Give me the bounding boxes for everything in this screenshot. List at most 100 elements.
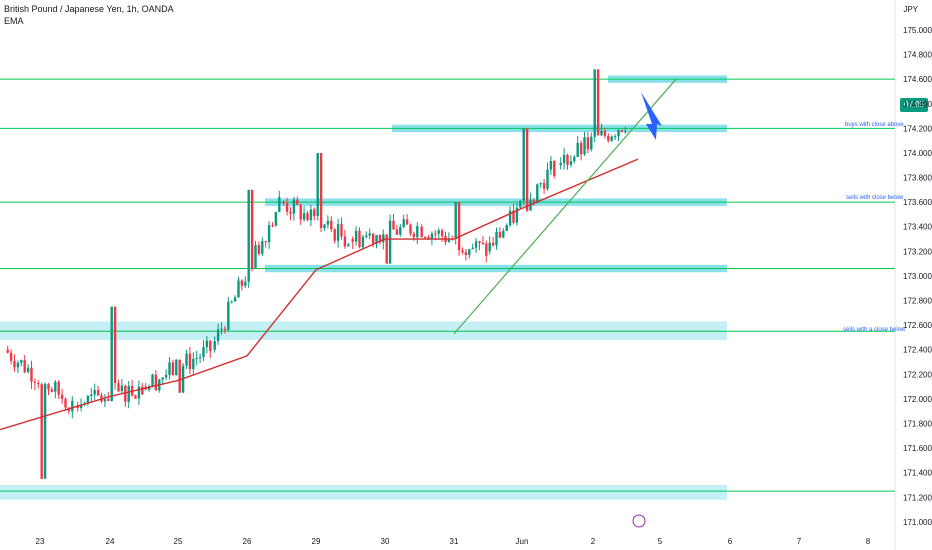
candle-body — [333, 229, 336, 241]
candle-body — [539, 183, 542, 185]
y-tick-label: 172.200 — [903, 370, 932, 379]
candle-body — [292, 199, 296, 214]
candle-body — [57, 381, 60, 395]
candle-body — [244, 281, 247, 286]
candle-body — [430, 233, 434, 240]
x-tick-label: 30 — [381, 537, 390, 546]
candle-body — [420, 226, 423, 238]
candle-body — [542, 183, 546, 189]
candle-body — [330, 220, 333, 230]
candle-body — [107, 399, 110, 401]
candle-body — [586, 137, 590, 150]
y-tick-label: 172.000 — [903, 395, 932, 404]
candle-body — [495, 231, 498, 246]
buy-note: buys with close above — [845, 122, 904, 128]
y-tick-label: 174.000 — [903, 149, 932, 158]
candle-body — [188, 353, 192, 370]
candle-body — [385, 234, 388, 264]
y-tick-label: 174.400 — [903, 100, 932, 109]
candle-body — [124, 385, 127, 402]
candle-body — [127, 385, 130, 402]
candle-body — [117, 383, 120, 392]
candle-body — [60, 394, 64, 399]
x-tick-label: 25 — [174, 537, 183, 546]
y-tick-label: 174.600 — [903, 75, 932, 84]
candle-body — [461, 250, 464, 253]
candle-body — [90, 394, 93, 396]
candle-body — [306, 213, 309, 221]
candle-body — [289, 211, 292, 214]
candle-body — [151, 374, 154, 387]
candle-body — [178, 359, 181, 393]
candle-body — [30, 367, 33, 382]
candle-body — [354, 230, 358, 242]
candle-body — [457, 202, 461, 251]
candle-body — [16, 362, 20, 368]
candle-body — [267, 225, 271, 243]
candle-body — [600, 130, 603, 136]
candle-body — [103, 399, 107, 402]
candle-body — [481, 242, 485, 244]
candle-body — [13, 360, 16, 368]
candle-body — [620, 130, 624, 132]
candle-body — [282, 202, 285, 204]
candle-body — [412, 233, 416, 238]
candle-body — [368, 233, 371, 236]
candle-body — [579, 142, 583, 155]
candle-body — [299, 204, 302, 220]
candle-body — [26, 367, 30, 373]
x-tick-label: 26 — [243, 537, 252, 546]
chart-title: British Pound / Japanese Yen, 1h, OANDA — [4, 4, 174, 14]
candle-body — [596, 69, 600, 136]
candle-body — [562, 154, 566, 163]
candle-body — [247, 189, 250, 282]
candle-body — [569, 161, 573, 165]
candle-body — [532, 199, 536, 202]
candle-body — [464, 252, 468, 256]
chart-header: British Pound / Japanese Yen, 1h, OANDA … — [4, 3, 174, 27]
candle-body — [250, 189, 254, 269]
candle-body — [64, 398, 67, 408]
y-tick-label: 171.400 — [903, 469, 932, 478]
y-tick-label: 173.600 — [903, 198, 932, 207]
candle-body — [71, 401, 74, 412]
candle-body — [624, 131, 627, 133]
y-tick-label: 171.600 — [903, 444, 932, 453]
candle-body — [371, 233, 375, 244]
candle-body — [23, 360, 26, 373]
candle-body — [427, 237, 430, 240]
last-price-countdown: 07:05 — [900, 98, 928, 112]
candle-body — [213, 341, 216, 350]
y-tick-label: 172.400 — [903, 346, 932, 355]
candle-body — [405, 219, 409, 225]
candle-body — [593, 69, 596, 137]
candle-body — [50, 389, 54, 392]
candle-body — [434, 233, 437, 235]
candle-body — [603, 130, 607, 136]
candle-body — [316, 152, 319, 216]
candle-body — [447, 238, 451, 242]
candle-body — [336, 224, 340, 241]
candle-body — [86, 395, 90, 404]
candle-body — [254, 245, 257, 269]
candle-body — [168, 362, 171, 375]
candle-body — [43, 384, 47, 479]
candle-body — [347, 244, 350, 247]
y-tick-label: 171.000 — [903, 518, 932, 527]
candle-body — [309, 209, 313, 221]
candle-body — [195, 358, 198, 360]
candle-body — [227, 301, 230, 331]
candle-body — [161, 377, 164, 380]
candle-body — [271, 225, 274, 227]
candle-body — [326, 220, 330, 225]
candle-body — [508, 210, 512, 226]
candle-body — [361, 236, 365, 248]
x-tick-label: 6 — [728, 537, 733, 546]
candle-body — [409, 224, 412, 234]
candle-body — [192, 358, 195, 370]
x-tick-label: 8 — [866, 537, 871, 546]
lightning-icon — [632, 514, 646, 528]
candle-body — [546, 169, 549, 189]
candle-body — [478, 241, 481, 243]
